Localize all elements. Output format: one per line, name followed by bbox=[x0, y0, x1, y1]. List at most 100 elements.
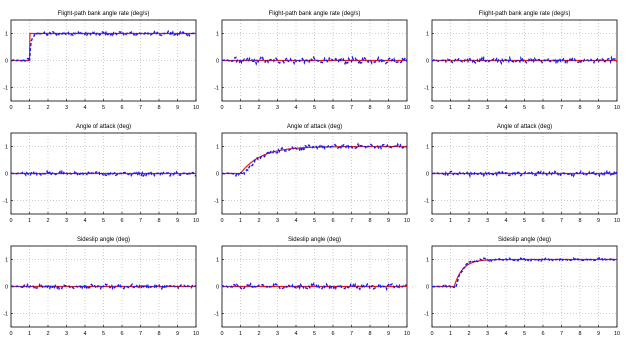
subplot-title: Sideslip angle (deg) bbox=[77, 237, 130, 243]
x-tick-label: 4 bbox=[83, 105, 86, 111]
x-tick-label: 9 bbox=[597, 105, 600, 111]
subplot-title: Angle of attack (deg) bbox=[287, 124, 342, 130]
x-tick-label: 2 bbox=[46, 105, 49, 111]
x-tick-label: 5 bbox=[523, 331, 526, 337]
y-tick-label: 1 bbox=[5, 145, 8, 151]
x-tick-label: 9 bbox=[387, 218, 390, 224]
x-tick-label: 4 bbox=[294, 218, 297, 224]
subplot-4: Angle of attack (deg) 0 1 2 3 4 5 6 7 8 9 10 -1 0 1 bbox=[3, 124, 199, 224]
x-tick-label: 6 bbox=[541, 218, 544, 224]
x-tick-label: 2 bbox=[46, 218, 49, 224]
x-tick-label: 6 bbox=[120, 218, 123, 224]
x-tick-label: 6 bbox=[120, 331, 123, 337]
x-tick-label: 7 bbox=[560, 331, 563, 337]
y-tick-label: 1 bbox=[426, 258, 429, 264]
x-tick-label: 1 bbox=[449, 218, 452, 224]
subplot-9: Sideslip angle (deg) 0 1 2 3 4 5 6 7 8 9 10 -1 0 1 bbox=[424, 237, 620, 337]
x-tick-label: 2 bbox=[467, 331, 470, 337]
x-tick-label: 1 bbox=[449, 105, 452, 111]
x-tick-label: 0 bbox=[9, 218, 12, 224]
x-tick-label: 6 bbox=[120, 105, 123, 111]
x-tick-label: 8 bbox=[368, 105, 371, 111]
x-tick-label: 3 bbox=[486, 331, 489, 337]
x-tick-label: 8 bbox=[368, 331, 371, 337]
y-tick-label: 1 bbox=[426, 145, 429, 151]
x-tick-label: 5 bbox=[523, 218, 526, 224]
x-tick-label: 5 bbox=[313, 105, 316, 111]
x-tick-label: 1 bbox=[239, 105, 242, 111]
x-tick-label: 9 bbox=[387, 105, 390, 111]
x-tick-label: 3 bbox=[276, 218, 279, 224]
x-tick-label: 4 bbox=[504, 218, 507, 224]
y-tick-label: 0 bbox=[216, 172, 219, 178]
x-tick-label: 7 bbox=[139, 331, 142, 337]
x-tick-label: 2 bbox=[257, 331, 260, 337]
x-tick-label: 5 bbox=[313, 331, 316, 337]
subplot-title: Angle of attack (deg) bbox=[76, 124, 131, 130]
x-tick-label: 4 bbox=[504, 105, 507, 111]
x-tick-label: 0 bbox=[220, 218, 223, 224]
x-tick-label: 9 bbox=[597, 218, 600, 224]
subplot-title: Angle of attack (deg) bbox=[497, 124, 552, 130]
subplot-7: Sideslip angle (deg) 0 1 2 3 4 5 6 7 8 9 10 -1 0 1 bbox=[3, 237, 199, 337]
x-tick-label: 10 bbox=[614, 331, 620, 337]
x-tick-label: 5 bbox=[313, 218, 316, 224]
y-tick-label: 0 bbox=[5, 285, 8, 291]
x-tick-label: 6 bbox=[541, 331, 544, 337]
subplot-1: Flight-path bank angle rate (deg/s) 0 1 2 3 4… bbox=[3, 11, 199, 111]
x-tick-label: 3 bbox=[65, 105, 68, 111]
x-tick-label: 4 bbox=[83, 331, 86, 337]
x-tick-label: 8 bbox=[578, 105, 581, 111]
subplot-6: Angle of attack (deg) 0 1 2 3 4 5 6 7 8 9 10 -1 0 1 bbox=[424, 124, 620, 224]
x-tick-label: 8 bbox=[368, 218, 371, 224]
subplot-title: Flight-path bank angle rate (deg/s) bbox=[58, 11, 150, 17]
y-tick-label: -1 bbox=[424, 312, 429, 318]
x-tick-label: 2 bbox=[467, 105, 470, 111]
y-tick-label: -1 bbox=[214, 199, 219, 205]
y-tick-label: 0 bbox=[5, 59, 8, 65]
response-line bbox=[10, 29, 197, 64]
y-tick-label: -1 bbox=[424, 199, 429, 205]
x-tick-label: 7 bbox=[350, 331, 353, 337]
y-tick-label: 1 bbox=[426, 32, 429, 38]
y-tick-label: -1 bbox=[214, 312, 219, 318]
x-tick-label: 10 bbox=[614, 218, 620, 224]
x-tick-label: 4 bbox=[294, 331, 297, 337]
x-tick-label: 0 bbox=[430, 218, 433, 224]
x-tick-label: 5 bbox=[102, 218, 105, 224]
x-tick-label: 6 bbox=[331, 331, 334, 337]
x-tick-label: 9 bbox=[387, 331, 390, 337]
x-tick-label: 3 bbox=[65, 331, 68, 337]
y-tick-label: 1 bbox=[216, 258, 219, 264]
x-tick-label: 9 bbox=[597, 331, 600, 337]
x-tick-label: 3 bbox=[486, 218, 489, 224]
x-tick-label: 4 bbox=[504, 331, 507, 337]
x-tick-label: 1 bbox=[28, 218, 31, 224]
x-tick-label: 6 bbox=[331, 218, 334, 224]
x-tick-label: 7 bbox=[350, 105, 353, 111]
x-tick-label: 7 bbox=[350, 218, 353, 224]
x-tick-label: 7 bbox=[139, 105, 142, 111]
x-tick-label: 3 bbox=[276, 331, 279, 337]
x-tick-label: 5 bbox=[102, 331, 105, 337]
subplot-2: Flight-path bank angle rate (deg/s) 0 1 2 3 4… bbox=[214, 11, 410, 111]
y-tick-label: -1 bbox=[3, 86, 8, 92]
x-tick-label: 4 bbox=[83, 218, 86, 224]
y-tick-label: 1 bbox=[216, 32, 219, 38]
x-tick-label: 10 bbox=[193, 331, 199, 337]
x-tick-label: 1 bbox=[239, 218, 242, 224]
x-tick-label: 1 bbox=[239, 331, 242, 337]
subplot-3: Flight-path bank angle rate (deg/s) 0 1 2 3 4… bbox=[424, 11, 620, 111]
x-tick-label: 2 bbox=[467, 218, 470, 224]
x-tick-label: 7 bbox=[139, 218, 142, 224]
x-tick-label: 1 bbox=[28, 331, 31, 337]
x-tick-label: 4 bbox=[294, 105, 297, 111]
x-tick-label: 1 bbox=[449, 331, 452, 337]
x-tick-label: 2 bbox=[257, 105, 260, 111]
response-line bbox=[221, 55, 408, 66]
x-tick-label: 7 bbox=[560, 105, 563, 111]
y-tick-label: 0 bbox=[5, 172, 8, 178]
x-tick-label: 8 bbox=[157, 105, 160, 111]
y-tick-label: 0 bbox=[216, 59, 219, 65]
response-line bbox=[10, 169, 197, 178]
